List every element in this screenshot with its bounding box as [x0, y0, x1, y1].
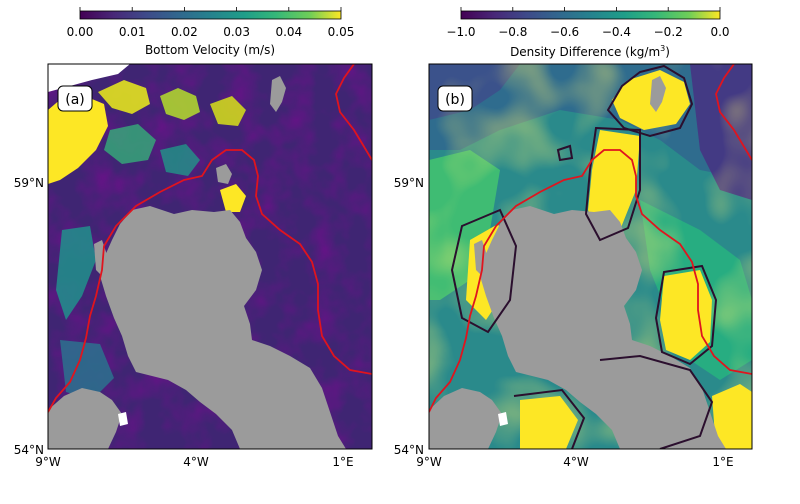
land-scotland-b — [480, 206, 726, 449]
land-scotland-a — [100, 206, 346, 449]
colorbar-a-tick-label-2: 0.02 — [171, 25, 198, 39]
land-shetland-a — [270, 76, 286, 112]
colorbar-b-title: Density Difference (kg/m3) — [510, 44, 670, 59]
moray-firth-jet-a — [220, 184, 246, 212]
dark-contour-irish-b — [513, 388, 586, 449]
green-swirl-a — [104, 124, 156, 164]
west-coast-green-a — [56, 226, 96, 320]
x-tick-b-0: 9°W — [416, 455, 442, 469]
high-velocity-band-3-a — [210, 96, 246, 126]
y-tick-a-0: 59°N — [14, 176, 44, 190]
dark-contour-west-b — [450, 208, 518, 334]
map-frame-b — [428, 63, 753, 450]
dark-contour-east-b — [654, 264, 718, 366]
colorbar-a-tick-label-0: 0.00 — [67, 25, 94, 39]
colorbar-a-ticks: 0.00 0.01 0.02 0.03 0.04 0.05 — [67, 7, 355, 39]
yellow-irish-sea-region-b — [520, 396, 578, 449]
land-isle-of-man-b — [498, 412, 508, 426]
y-tick-b-1: 54°N — [394, 443, 424, 457]
colorbar-b-tick-label-5: 0.0 — [710, 25, 729, 39]
no-data-corner-a — [48, 64, 130, 92]
colorbar-b: −1.0 −0.8 −0.6 −0.4 −0.2 0.0 Density Differen… — [446, 7, 730, 59]
colorbar-b-tick-label-0: −1.0 — [446, 25, 475, 39]
red-contour-ne-b — [715, 64, 752, 161]
dark-contour-shetland-b — [606, 64, 694, 138]
colorbar-a-tick-label-1: 0.01 — [119, 25, 146, 39]
south-west-green-a — [60, 340, 114, 400]
high-velocity-band-a — [98, 80, 150, 114]
panel-label-a-box: (a) — [57, 85, 93, 112]
colorbar-b-ticks: −1.0 −0.8 −0.6 −0.4 −0.2 0.0 — [446, 7, 730, 39]
colorbar-a-tick-label-5: 0.05 — [328, 25, 355, 39]
land-northern-ireland-a — [48, 388, 122, 449]
colorbar-b-title-close: ) — [665, 45, 670, 59]
x-tick-b-1: 4°W — [563, 455, 589, 469]
land-northern-ireland-b — [429, 388, 502, 449]
x-tick-a-1: 4°W — [183, 455, 209, 469]
dark-contour-small-b — [556, 144, 574, 162]
colorbar-b-title-sup: 3 — [660, 44, 665, 53]
panel-label-b-box: (b) — [437, 85, 473, 112]
land-orkney-a — [216, 164, 232, 184]
red-contour-ne-a — [335, 64, 372, 161]
colorbar-b-tick-label-3: −0.4 — [602, 25, 631, 39]
dark-contour-central-b — [584, 126, 641, 242]
colorbar-a-tick-label-3: 0.03 — [223, 25, 250, 39]
map-frame-a — [47, 63, 373, 450]
x-tick-b-2: 1°E — [712, 455, 733, 469]
yellow-se-corner-b — [712, 384, 752, 449]
y-tick-b-0: 59°N — [394, 176, 424, 190]
colorbar-a-tick-label-4: 0.04 — [275, 25, 302, 39]
colorbar-b-gradient — [460, 10, 721, 20]
axis-labels: 9°W 4°W 1°E 9°W 4°W 1°E 59°N 54°N 59°N 5… — [14, 176, 734, 469]
colorbar-b-tick-label-4: −0.2 — [654, 25, 683, 39]
red-contour-a — [48, 149, 372, 413]
panel-label-a: (a) — [65, 92, 85, 108]
colorbar-b-tick-label-2: −0.6 — [550, 25, 579, 39]
green-swirl-2-a — [160, 144, 200, 176]
dark-contour-south-b — [599, 354, 714, 449]
high-velocity-area-nw-a — [48, 94, 108, 184]
high-velocity-band-2-a — [160, 88, 200, 120]
colorbar-b-title-main: Density Difference (kg/m — [510, 45, 660, 59]
x-tick-a-0: 9°W — [35, 455, 61, 469]
colorbar-a: 0.00 0.01 0.02 0.03 0.04 0.05 Bottom Velocity… — [67, 7, 355, 57]
land-isle-of-man-a — [118, 412, 128, 426]
panel-label-b: (b) — [445, 92, 465, 108]
map-panel-b — [429, 64, 752, 449]
y-tick-a-1: 54°N — [14, 443, 44, 457]
yellow-east-region-b — [660, 270, 712, 360]
colorbar-a-gradient — [79, 10, 342, 20]
land-shetland-b — [650, 76, 666, 112]
colorbar-b-tick-label-1: −0.8 — [498, 25, 527, 39]
red-contour-b — [429, 149, 752, 413]
map-panel-a — [48, 64, 372, 449]
colorbar-a-title: Bottom Velocity (m/s) — [145, 43, 275, 57]
x-tick-a-2: 1°E — [332, 455, 353, 469]
